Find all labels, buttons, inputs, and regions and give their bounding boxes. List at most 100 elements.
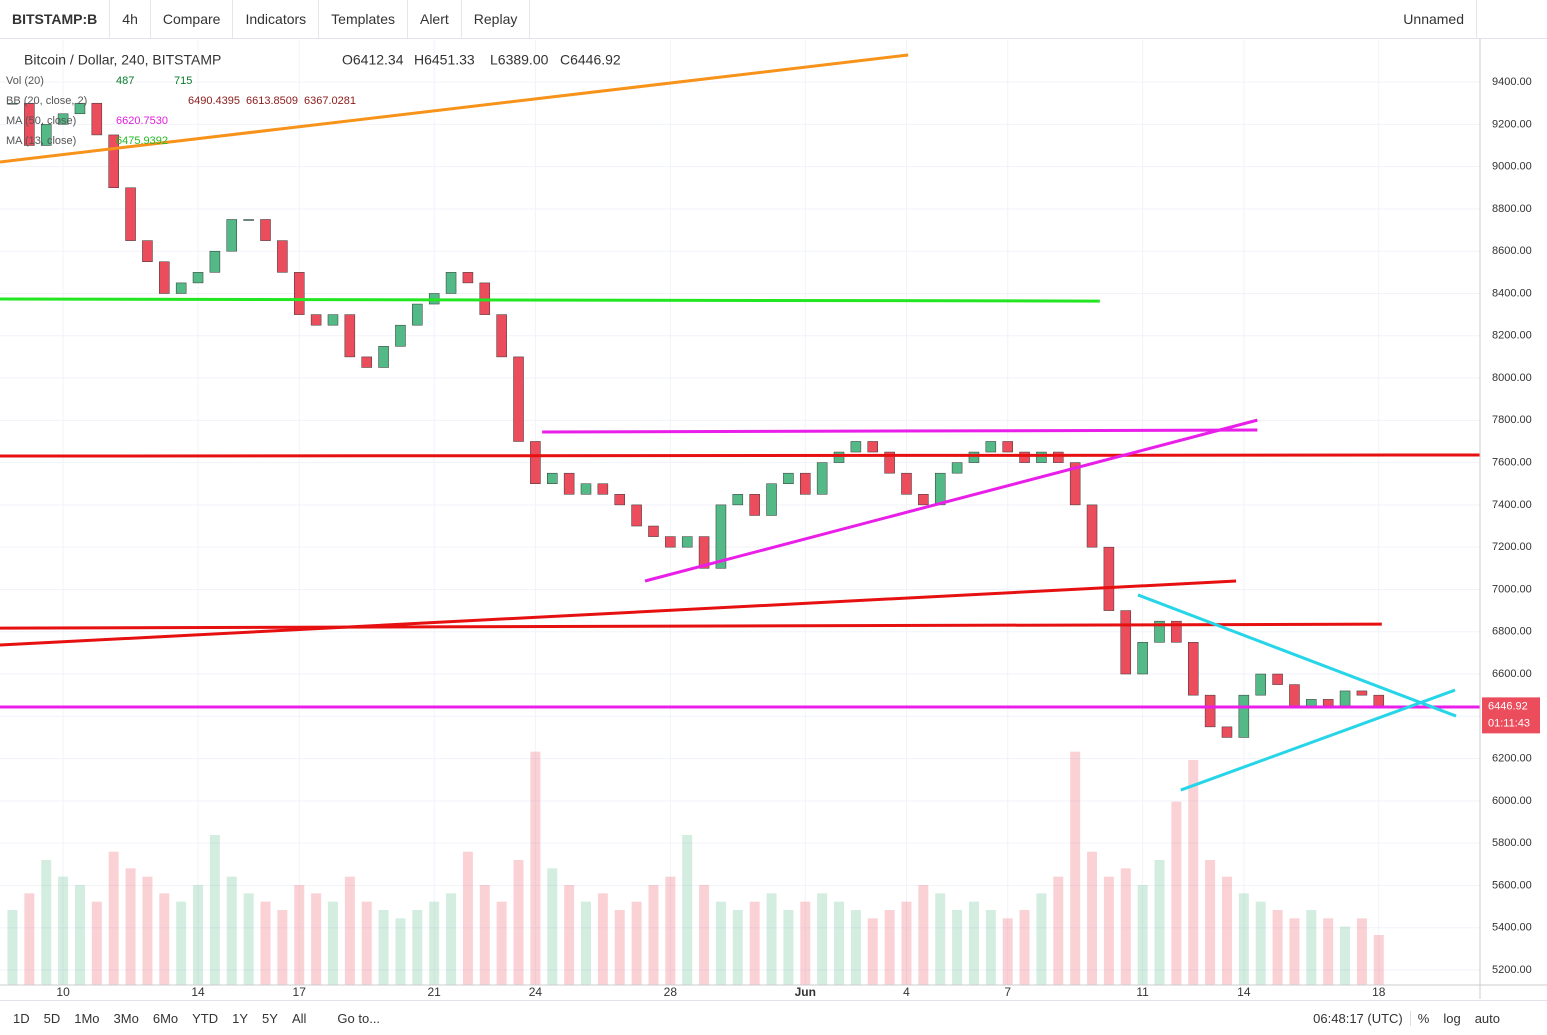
clock: 06:48:17 (UTC) <box>1306 1010 1411 1026</box>
log-toggle[interactable]: log <box>1443 1010 1461 1026</box>
candle-body <box>934 472 946 506</box>
candle-body <box>901 472 912 495</box>
trend-line <box>542 428 1258 434</box>
volume-bar <box>344 876 355 985</box>
candle-body <box>108 134 119 189</box>
volume-bar <box>597 893 608 985</box>
range-button[interactable]: 3Mo <box>113 1010 139 1026</box>
y-tick-label: 8400.00 <box>1492 287 1532 299</box>
range-button[interactable]: 5D <box>43 1010 61 1026</box>
range-button[interactable]: 1Mo <box>74 1010 100 1026</box>
candle-body <box>1069 462 1081 506</box>
x-tick-label: 14 <box>1237 985 1251 999</box>
volume-bar <box>715 901 726 985</box>
range-button[interactable]: 1D <box>13 1010 30 1026</box>
alert-button[interactable]: Alert <box>408 0 462 38</box>
candle-body <box>1322 699 1334 706</box>
candle-body <box>277 240 288 273</box>
candle-body <box>1221 726 1233 738</box>
y-tick-label: 8600.00 <box>1492 245 1532 257</box>
countdown-label: 01:11:43 <box>1488 717 1530 729</box>
y-tick-label: 7400.00 <box>1492 499 1532 511</box>
range-button[interactable]: 6Mo <box>152 1010 179 1026</box>
interval[interactable]: 4h <box>110 0 151 38</box>
range-button[interactable]: YTD <box>192 1010 219 1026</box>
candle-body <box>1154 620 1165 643</box>
volume-bar <box>530 751 541 985</box>
volume-bar <box>159 893 170 985</box>
volume-bar <box>41 860 52 985</box>
symbol[interactable]: BITSTAMP:B <box>0 0 111 38</box>
volume-bar <box>867 918 878 985</box>
candle-body <box>968 451 980 463</box>
volume-bar <box>800 901 811 985</box>
indicator-value: BB (20, close, 2) <box>6 95 87 107</box>
volume-bar <box>935 893 946 985</box>
goto-button[interactable]: Go to... <box>337 1010 381 1026</box>
candle-body <box>175 282 187 294</box>
compare-button[interactable]: Compare <box>151 0 234 38</box>
indicator-value: 6475.9392 <box>116 135 168 147</box>
volume-bar <box>226 876 237 985</box>
candle-body <box>563 472 575 495</box>
candle-body <box>159 261 170 294</box>
candle-body <box>344 314 356 358</box>
y-tick-label: 6800.00 <box>1492 626 1532 638</box>
trend-line <box>1137 593 1457 718</box>
volume-bar <box>783 910 794 985</box>
volume-bar <box>1070 751 1081 985</box>
candle-body <box>1255 673 1266 696</box>
volume-bar <box>193 885 204 985</box>
candle-body <box>816 462 828 495</box>
auto-toggle[interactable]: auto <box>1474 1010 1500 1026</box>
candle-body <box>951 462 963 474</box>
range-button[interactable]: 5Y <box>262 1010 278 1026</box>
templates-button[interactable]: Templates <box>319 0 408 38</box>
candle-body <box>698 536 710 569</box>
candle-body <box>226 219 238 252</box>
indicators-button[interactable]: Indicators <box>233 0 320 38</box>
y-tick-label: 5400.00 <box>1492 922 1532 934</box>
volume-bar <box>631 901 642 985</box>
candle-body <box>1204 694 1216 728</box>
candle-body <box>766 483 777 516</box>
y-tick-label: 7800.00 <box>1492 414 1532 426</box>
y-tick-label: 8200.00 <box>1492 330 1532 342</box>
range-button[interactable]: All <box>291 1010 307 1026</box>
candle-body <box>833 451 845 463</box>
volume-bar <box>547 868 558 985</box>
replay-button[interactable]: Replay <box>462 0 531 38</box>
last-price-label: 6446.92 <box>1488 700 1528 712</box>
candle-body <box>1272 673 1283 685</box>
x-tick-label: 11 <box>1136 985 1149 999</box>
candle-body <box>648 525 659 537</box>
percent-toggle[interactable]: % <box>1417 1010 1430 1026</box>
x-tick-label: Jun <box>795 985 816 999</box>
candle-body <box>378 346 389 368</box>
trend-line <box>0 297 1100 303</box>
volume-bar <box>665 876 676 985</box>
indicator-value: 6367.0281 <box>304 95 356 107</box>
volume-bar <box>884 910 895 985</box>
candle-body <box>1036 451 1047 463</box>
y-tick-label: 7600.00 <box>1492 457 1532 469</box>
candle-body <box>24 102 35 146</box>
volume-bar <box>699 885 710 985</box>
trend-line <box>0 53 909 164</box>
candle-body <box>850 441 862 453</box>
volume-bar <box>1205 860 1216 985</box>
candle-body <box>800 472 811 495</box>
indicator-value: Vol (20) <box>6 75 44 87</box>
volume-bar <box>277 910 288 985</box>
y-tick-label: 9400.00 <box>1492 76 1532 88</box>
volume-bar <box>749 901 760 985</box>
volume-bar <box>243 893 254 985</box>
y-tick-label: 7000.00 <box>1492 583 1532 595</box>
y-tick-label: 8800.00 <box>1492 203 1532 215</box>
trend-line <box>1180 688 1456 792</box>
candle-body <box>327 314 339 326</box>
candle-body <box>395 324 406 347</box>
layout-name[interactable]: Unnamed <box>1391 0 1477 38</box>
indicator-value: 715 <box>174 75 192 87</box>
range-button[interactable]: 1Y <box>232 1010 249 1026</box>
